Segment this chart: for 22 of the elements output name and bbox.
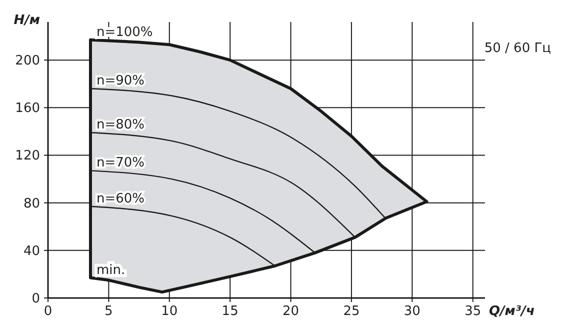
annotation: min.: [96, 262, 126, 278]
series-label: n=90%: [96, 74, 145, 89]
x-tick-label: 25: [343, 304, 360, 319]
y-axis-title: H/м: [14, 13, 40, 28]
y-tick-label: 200: [15, 54, 40, 69]
x-tick-label: 5: [104, 304, 113, 319]
series-label: n=60%: [96, 191, 145, 206]
x-tick-label: 10: [161, 304, 178, 319]
y-tick-label: 80: [23, 196, 40, 212]
x-tick-label: 35: [464, 304, 482, 319]
text: 50 / 60 Гц: [484, 41, 552, 56]
y-tick-label: 160: [15, 101, 40, 116]
y-tick-label: 120: [15, 148, 40, 164]
x-axis-title: Q/м³/ч: [489, 304, 535, 319]
x-tick-label: 30: [404, 304, 420, 319]
series-label: n=70%: [96, 156, 145, 171]
x-tick-label: 0: [44, 304, 52, 319]
series-label: n=80%: [96, 118, 145, 133]
x-tick-label: 20: [282, 304, 300, 319]
y-tick-label: 40: [23, 244, 40, 259]
y-tick-label: 0: [32, 292, 40, 306]
x-tick-label: 15: [222, 304, 238, 319]
